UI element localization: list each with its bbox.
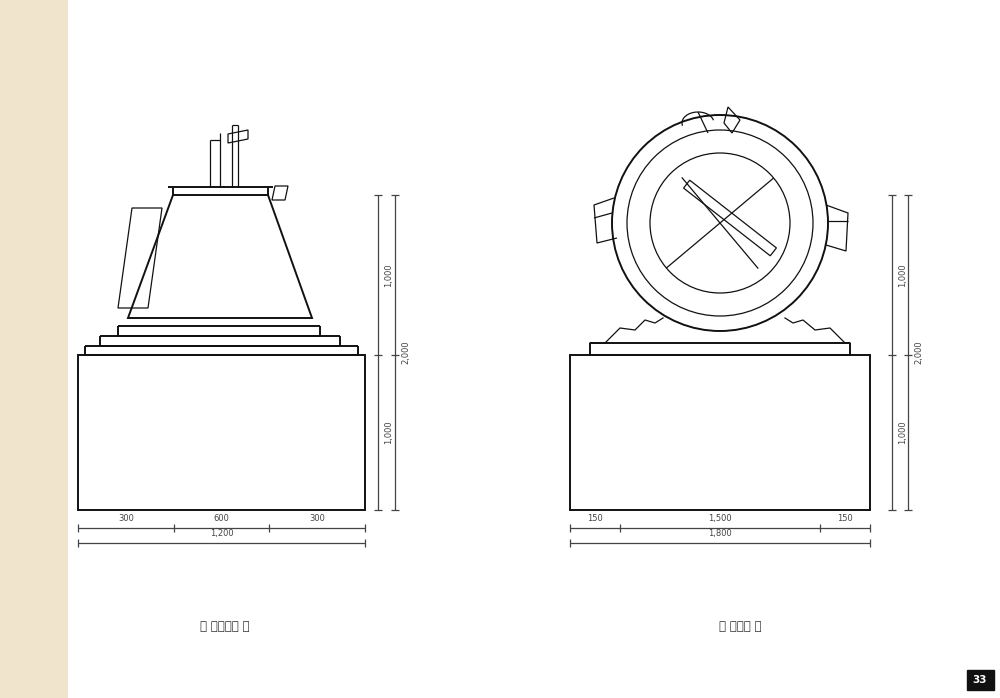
Text: 1,500: 1,500 [708,514,732,523]
Text: 1,000: 1,000 [384,263,393,287]
Text: 2,000: 2,000 [914,341,923,364]
Text: 300: 300 [309,514,325,523]
Text: 1,200: 1,200 [210,529,233,538]
Text: 1,000: 1,000 [898,263,907,287]
Text: 2,000: 2,000 [401,341,410,364]
Text: 1,000: 1,000 [384,421,393,445]
Text: 150: 150 [587,514,603,523]
Text: 1,000: 1,000 [898,421,907,445]
Text: 【 내견도 】: 【 내견도 】 [719,620,761,632]
Text: 【 좌측견도 】: 【 좌측견도 】 [200,620,250,632]
Text: 300: 300 [118,514,134,523]
Bar [78,355,365,510]
Text: 150: 150 [837,514,853,523]
Bar [570,355,870,510]
Bar [967,670,994,690]
Bar [0,0,68,698]
Text: 600: 600 [214,514,229,523]
Text: 1,800: 1,800 [708,529,732,538]
Text: 33: 33 [973,675,987,685]
